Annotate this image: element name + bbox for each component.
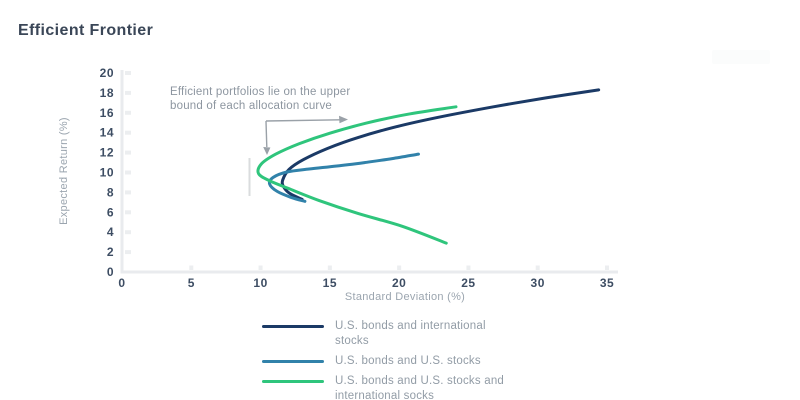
x-tick-label: 30 [531,276,545,290]
x-tick [327,265,332,270]
legend-item: U.S. bonds and international stocks [262,319,520,349]
page-title: Efficient Frontier [18,22,154,39]
curve-u-s-bonds-and-u-s-stocks [267,152,420,203]
faint-watermark [712,50,770,64]
legend-swatch-line-icon [262,325,324,328]
y-tick [125,130,131,135]
x-tick-label: 10 [253,276,267,290]
y-tick-label: 2 [107,245,114,259]
y-tick-label: 8 [107,185,114,199]
y-tick [125,71,131,75]
y-tick [125,150,131,155]
y-axis-title: Expected Return (%) [58,117,70,225]
y-tick [125,110,131,115]
y-tick [125,210,131,215]
annotation-text: Efficient portfolios lie on the upper bo… [170,86,385,113]
y-tick-label: 20 [100,66,114,80]
annotation-arrow-vertical [265,120,268,148]
x-tick [535,265,540,270]
y-tick-label: 16 [100,106,114,120]
annotation-arrowhead-right-icon [339,115,348,124]
curve-u-s-bonds-and-u-s-stocks-and-international-socks [256,105,458,245]
x-tick-label: 0 [118,276,125,290]
legend-label: U.S. bonds and U.S. stocks [335,355,481,367]
legend-item: U.S. bonds and U.S. stocks and internati… [262,374,520,400]
y-tick-label: 0 [107,265,114,279]
x-tick [466,265,471,270]
annotation-line1: Efficient portfolios lie on the upper [170,86,351,98]
y-tick-label: 14 [100,126,114,140]
x-tick-label: 5 [188,276,195,290]
legend-swatch-line-icon [262,360,324,363]
y-tick [125,90,131,95]
legend-item: U.S. bonds and U.S. stocks [262,354,520,369]
annotation-line2: bound of each allocation curve [170,99,332,112]
x-tick [605,265,609,270]
x-tick [397,265,402,270]
x-tick-label: 35 [600,276,614,290]
x-tick-label: 15 [323,276,337,290]
x-tick [189,265,194,270]
x-tick-label: 20 [392,276,406,290]
y-tick-label: 4 [107,225,114,239]
legend-label: U.S. bonds and international stocks [335,320,486,347]
y-tick [125,230,131,235]
y-tick [125,190,131,195]
legend-label: U.S. bonds and U.S. stocks and internati… [335,375,505,400]
x-axis-title: Standard Deviation (%) [345,291,465,303]
y-tick-label: 10 [100,166,114,180]
y-tick-label: 18 [100,86,114,100]
y-tick [125,170,131,175]
legend-swatch-line-icon [262,380,324,383]
y-tick [125,250,131,255]
annotation-arrowhead-down-icon [263,147,271,155]
x-tick-label: 25 [461,276,475,290]
x-tick [258,265,263,270]
y-tick-label: 6 [107,205,114,219]
legend: U.S. bonds and international stocks U.S. … [262,319,520,400]
y-tick-label: 12 [100,146,114,160]
annotation-arrow-horizontal [265,119,341,122]
